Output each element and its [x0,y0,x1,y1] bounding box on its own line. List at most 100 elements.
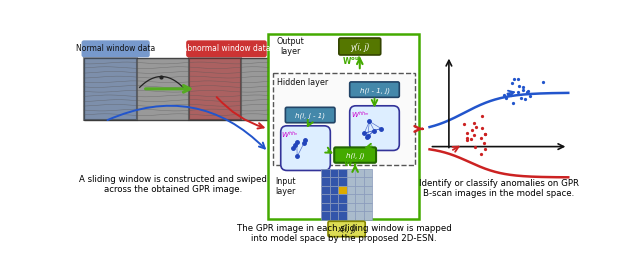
Text: $\mathbf{W^{out}}$: $\mathbf{W^{out}}$ [342,54,362,67]
Bar [338,194,347,203]
Point [522,90,532,95]
Bar [84,58,136,120]
Point [525,94,535,98]
Point [513,89,523,94]
Bar [321,203,330,211]
Point [476,136,486,140]
Bar [330,203,338,211]
Bar [321,186,330,194]
Point [461,138,472,142]
FancyBboxPatch shape [81,40,150,57]
Bar [338,186,347,194]
Bar [268,34,419,219]
Bar [355,194,364,203]
Text: $\mathbf{W^{in}}$: $\mathbf{W^{in}}$ [343,157,359,169]
Bar [330,169,338,177]
Point [503,92,513,96]
FancyBboxPatch shape [281,126,330,171]
Point [507,81,517,85]
Text: The GPR image in each sliding window is mapped
into model space by the proposed : The GPR image in each sliding window is … [237,224,451,243]
Point [467,128,477,132]
Text: Output
layer: Output layer [276,37,304,56]
Text: Abnormal window data: Abnormal window data [182,44,271,53]
Point [513,84,524,88]
Bar [364,203,372,211]
Bar [338,211,347,220]
Point [462,135,472,140]
Text: h(i, j - 1): h(i, j - 1) [295,113,325,119]
Point [506,92,516,97]
Bar [330,194,338,203]
Point [516,95,526,100]
Point [469,133,479,137]
Bar [364,169,372,177]
Text: h(i - 1, j): h(i - 1, j) [360,87,390,94]
Text: Input
layer: Input layer [275,177,296,196]
FancyBboxPatch shape [349,82,399,97]
Bar [338,169,347,177]
Bar [273,73,415,165]
FancyBboxPatch shape [186,40,267,57]
FancyBboxPatch shape [328,221,365,237]
Text: y(i, j): y(i, j) [350,43,369,52]
Point [458,121,468,126]
Bar [330,186,338,194]
Bar [84,58,268,120]
Bar [330,177,338,186]
Bar [347,194,355,203]
Bar [321,177,330,186]
Bar [338,203,347,211]
Bar [189,58,241,120]
Bar [355,177,364,186]
Point [479,141,489,145]
Text: $W^{hh_m}$: $W^{hh_m}$ [351,110,370,122]
Text: Identify or classify anomalies on GPR
B-scan images in the model space.: Identify or classify anomalies on GPR B-… [419,179,579,198]
Text: Hidden layer: Hidden layer [277,78,328,87]
FancyBboxPatch shape [339,38,381,55]
Point [476,152,486,156]
Point [480,147,490,152]
Bar [330,211,338,220]
FancyBboxPatch shape [285,107,335,123]
FancyBboxPatch shape [334,147,376,163]
Bar [347,186,355,194]
Bar [321,194,330,203]
Point [523,88,533,93]
Bar [338,177,347,186]
Text: h(i, j): h(i, j) [346,153,364,159]
Bar [364,211,372,220]
Point [500,96,511,100]
Bar [355,169,364,177]
Point [518,88,528,92]
Point [480,132,490,137]
Bar [347,177,355,186]
Bar [355,186,364,194]
Point [477,114,488,118]
Point [538,80,548,84]
Text: A sliding window is constructed and swiped
across the obtained GPR image.: A sliding window is constructed and swip… [79,175,267,194]
Point [520,97,530,101]
Bar [321,169,330,177]
Bar [347,211,355,220]
Bar [347,169,355,177]
Point [508,100,518,105]
Point [513,77,523,81]
Point [462,131,472,135]
Point [471,125,481,129]
Bar [347,203,355,211]
Point [466,137,476,141]
Bar [321,211,330,220]
Bar [355,211,364,220]
Bar [364,186,372,194]
FancyBboxPatch shape [349,106,399,150]
Point [469,120,479,125]
Text: x(i, j): x(i, j) [337,225,356,234]
Point [508,77,518,81]
Point [470,145,481,149]
Bar [364,194,372,203]
Text: Normal window data: Normal window data [76,44,156,53]
Text: $W^{hh_n}$: $W^{hh_n}$ [281,130,299,141]
Point [477,126,488,130]
Bar [364,177,372,186]
Point [518,85,528,89]
